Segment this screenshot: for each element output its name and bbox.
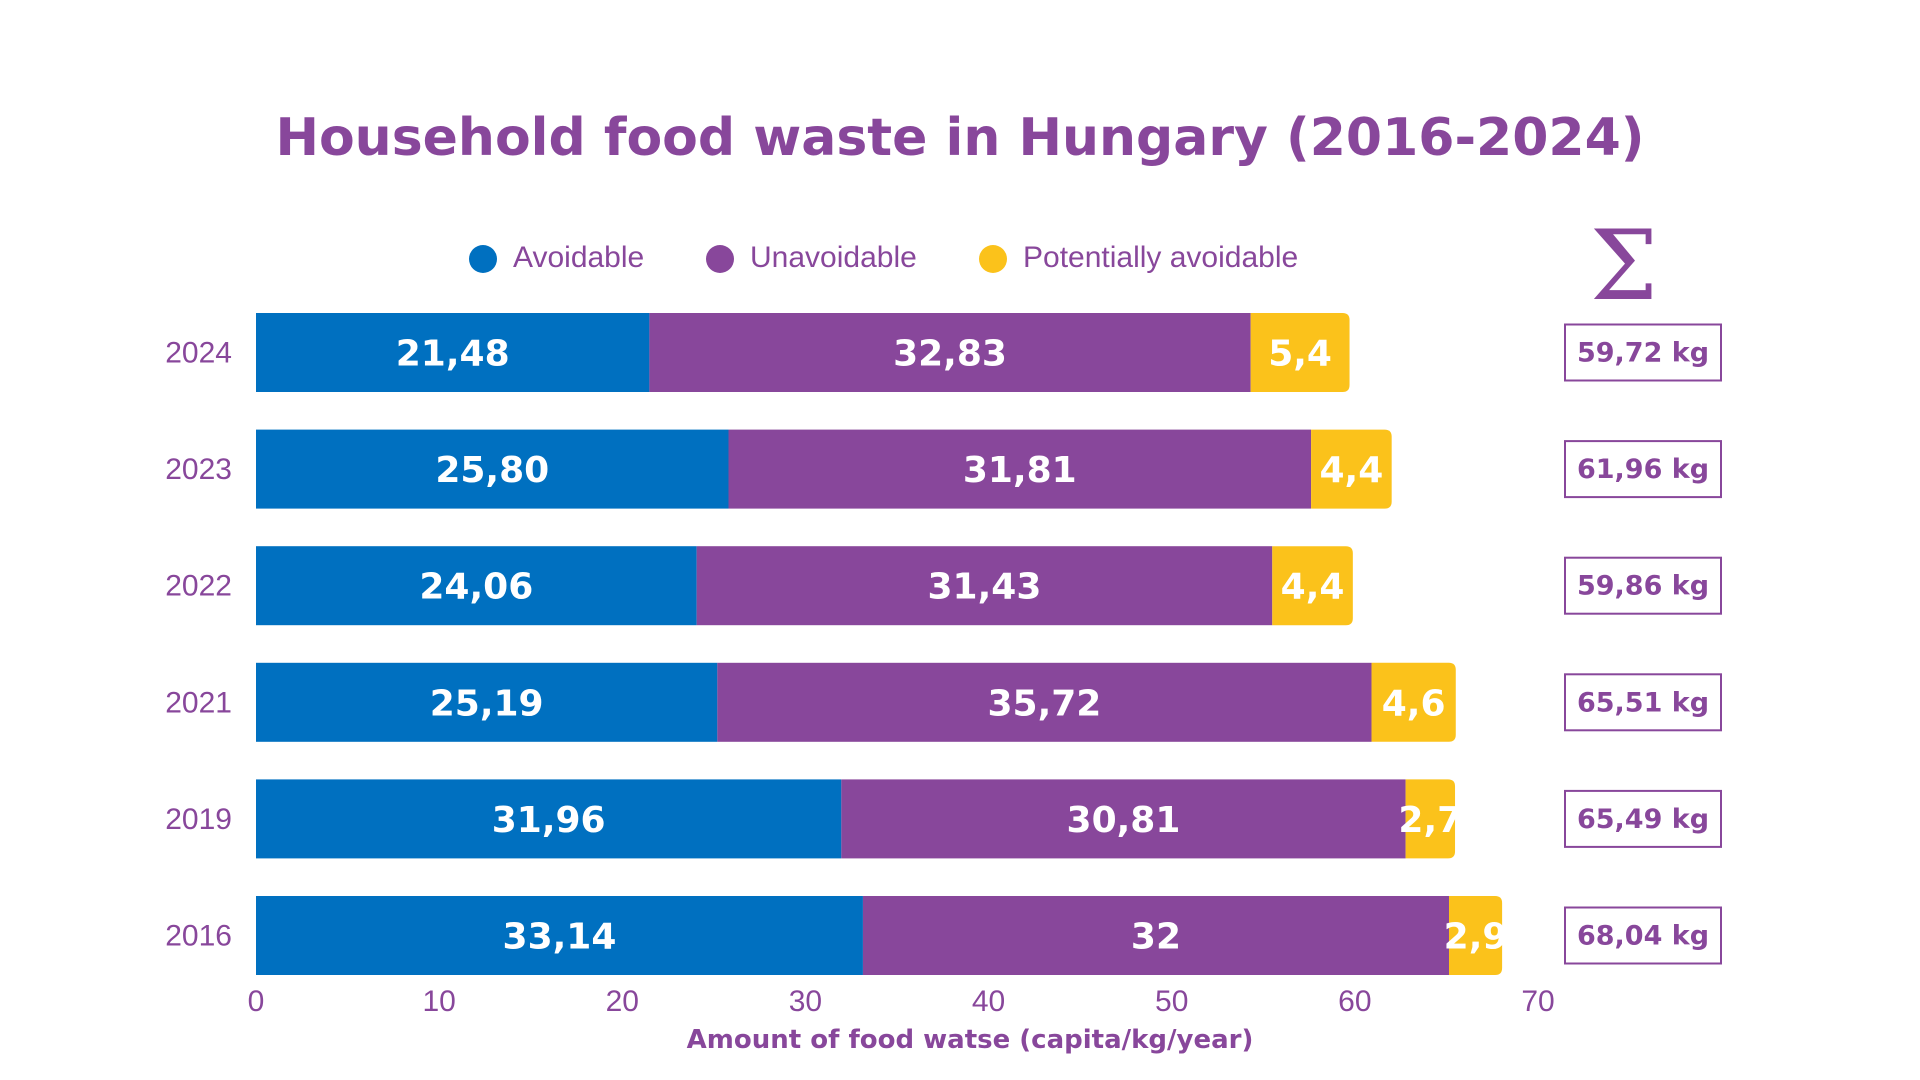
data-label: 4,4	[1281, 567, 1345, 608]
data-label: 2,9	[1444, 917, 1508, 958]
data-label: 2,7	[1398, 800, 1462, 841]
bar-segment	[256, 429, 729, 509]
category-label: 2021	[165, 686, 232, 719]
total-value: 59,86 kg	[1577, 571, 1709, 602]
data-label: 32	[1131, 917, 1181, 958]
data-label: 31,43	[928, 567, 1042, 608]
bar-segment	[1405, 779, 1456, 859]
data-label: 31,81	[963, 450, 1077, 491]
legend-label-2: Potentially avoidable	[1023, 241, 1298, 274]
data-label: 24,06	[419, 567, 533, 608]
legend-swatch-1	[706, 245, 734, 273]
bar-segment	[256, 313, 650, 392]
total-box	[1564, 789, 1722, 848]
data-label: 5,4	[1268, 334, 1332, 375]
data-label: 32,83	[893, 334, 1007, 375]
bar-segment	[256, 896, 863, 975]
x-tick-label: 30	[789, 985, 822, 1018]
x-tick-label: 0	[248, 985, 265, 1018]
category-label: 2019	[165, 803, 232, 836]
bar-segment	[1371, 662, 1456, 742]
data-label: 25,80	[435, 450, 549, 491]
total-value: 68,04 kg	[1577, 921, 1709, 952]
total-box	[1564, 440, 1722, 499]
total-value: 65,51 kg	[1577, 687, 1709, 718]
bar-segment	[717, 662, 1372, 742]
legend-swatch-0	[469, 245, 497, 273]
x-tick-label: 40	[972, 985, 1005, 1018]
total-box	[1564, 673, 1722, 732]
total-box	[1564, 556, 1722, 615]
data-label: 31,96	[492, 800, 606, 841]
category-label: 2024	[165, 337, 232, 370]
legend-label-0: Avoidable	[513, 241, 644, 274]
x-tick-label: 70	[1521, 985, 1554, 1018]
total-value: 61,96 kg	[1577, 454, 1709, 485]
x-tick-label: 20	[606, 985, 639, 1018]
total-box	[1564, 323, 1722, 382]
total-value: 59,72 kg	[1577, 338, 1709, 369]
data-label: 4,6	[1382, 683, 1446, 724]
category-label: 2023	[165, 453, 232, 486]
bar-segment	[862, 896, 1449, 975]
chart-title: Household food waste in Hungary (2016-20…	[275, 108, 1645, 168]
data-label: 30,81	[1067, 800, 1181, 841]
data-label: 25,19	[430, 683, 544, 724]
bar-segment	[1448, 896, 1503, 975]
x-tick-label: 50	[1155, 985, 1188, 1018]
category-label: 2022	[165, 570, 232, 603]
bar-segment	[1250, 313, 1350, 392]
legend-swatch-2	[979, 245, 1007, 273]
bar-segment	[841, 779, 1406, 859]
bar-segment	[256, 546, 697, 626]
data-label: 35,72	[987, 683, 1101, 724]
bar-segment	[649, 313, 1251, 392]
sigma-icon: Σ	[1590, 210, 1658, 322]
bar-segment	[1272, 546, 1353, 626]
bar-segment	[728, 429, 1312, 509]
category-label: 2016	[165, 920, 232, 953]
data-label: 21,48	[396, 334, 510, 375]
bar-segment	[256, 662, 718, 742]
total-box	[1564, 906, 1722, 965]
bar-segment	[696, 546, 1273, 626]
x-tick-label: 60	[1338, 985, 1371, 1018]
x-tick-label: 10	[422, 985, 455, 1018]
data-label: 33,14	[503, 917, 617, 958]
bar-segment	[256, 779, 842, 859]
total-value: 65,49 kg	[1577, 804, 1709, 835]
bar-segment	[1311, 429, 1392, 509]
legend-label-1: Unavoidable	[750, 241, 917, 274]
data-label: 4,4	[1319, 450, 1383, 491]
x-axis-label: Amount of food watse (capita/kg/year)	[687, 1025, 1254, 1055]
